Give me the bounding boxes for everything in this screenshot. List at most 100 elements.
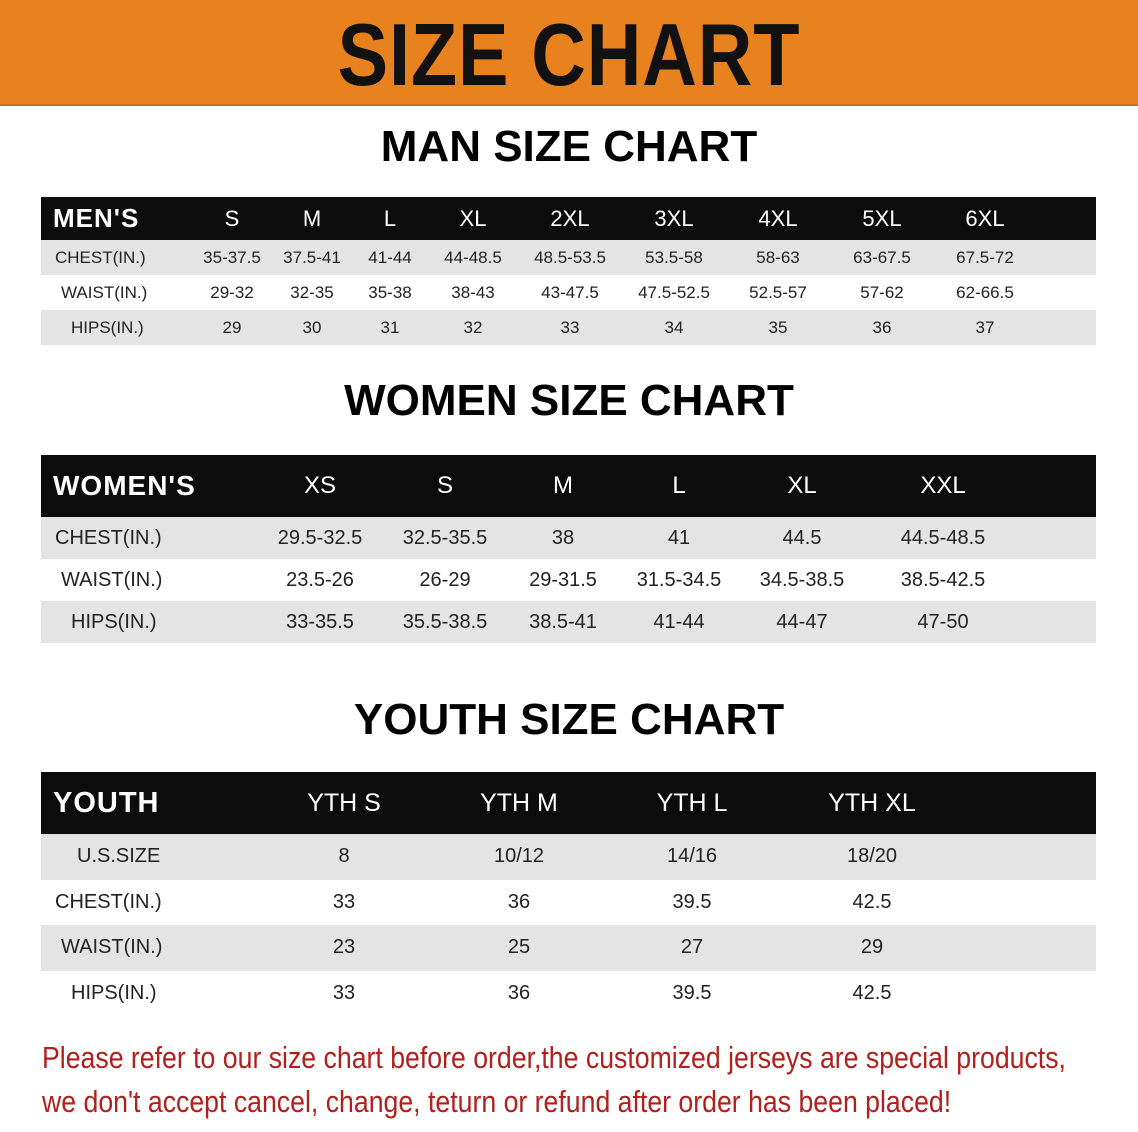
table-cell: 47-50 — [917, 610, 969, 633]
table-cell: 32.5-35.5 — [402, 526, 488, 549]
measurement-label: WAIST(IN.) — [61, 936, 163, 959]
table-row: WAIST(IN.) 23 25 27 29 — [41, 925, 1096, 971]
table-cell: 33-35.5 — [286, 610, 354, 633]
table-cell: 33 — [332, 890, 356, 913]
size-header: S — [224, 205, 240, 231]
table-cell: 37.5-41 — [283, 247, 341, 267]
banner: SIZE CHART — [0, 0, 1138, 106]
size-header: XL — [787, 472, 817, 499]
size-header: YTH S — [307, 788, 381, 817]
table-cell: 18/20 — [846, 845, 898, 868]
table-cell: 42.5 — [852, 890, 892, 913]
measurement-label: HIPS(IN.) — [71, 981, 157, 1004]
table-cell: 34 — [664, 317, 684, 337]
order-notice-line-1: Please refer to our size chart before or… — [42, 1040, 1066, 1075]
table-cell: 10/12 — [493, 845, 545, 868]
table-row: WAIST(IN.) 23.5-26 26-29 29-31.5 31.5-34.5 34… — [41, 559, 1096, 601]
table-cell: 52.5-57 — [749, 282, 807, 302]
table-cell: 38-43 — [451, 282, 495, 302]
table-cell: 58-63 — [756, 247, 800, 267]
measurement-label: HIPS(IN.) — [71, 610, 157, 633]
measurement-label: CHEST(IN.) — [55, 247, 146, 267]
measurement-label: CHEST(IN.) — [55, 526, 162, 549]
table-cell: 63-67.5 — [853, 247, 911, 267]
men-header-label: MEN'S — [53, 203, 140, 233]
banner-title: SIZE CHART — [337, 5, 801, 104]
measurement-label: CHEST(IN.) — [55, 890, 162, 913]
table-cell: 44.5 — [782, 526, 822, 549]
table-cell: 35-38 — [368, 282, 412, 302]
size-header: 5XL — [862, 205, 902, 231]
table-cell: 62-66.5 — [956, 282, 1014, 302]
size-header: L — [383, 205, 397, 231]
table-row: U.S.SIZE 8 10/12 14/16 18/20 — [41, 834, 1096, 880]
measurement-label: HIPS(IN.) — [71, 317, 144, 337]
table-cell: 35-37.5 — [203, 247, 261, 267]
size-header: M — [553, 472, 573, 499]
men-section-title: MAN SIZE CHART — [380, 122, 758, 171]
table-cell: 41 — [667, 526, 691, 549]
table-cell: 42.5 — [852, 981, 892, 1004]
measurement-label: WAIST(IN.) — [61, 282, 148, 302]
table-cell: 29 — [222, 317, 242, 337]
table-cell: 14/16 — [666, 845, 718, 868]
table-row: HIPS(IN.) 29 30 31 32 33 34 35 36 37 — [41, 310, 1096, 345]
table-cell: 43-47.5 — [541, 282, 599, 302]
women-section-title: WOMEN SIZE CHART — [344, 376, 794, 425]
size-header: YTH L — [656, 788, 728, 817]
size-header: XS — [303, 472, 336, 499]
table-cell: 38.5-41 — [529, 610, 597, 633]
table-cell: 36 — [507, 890, 531, 913]
size-header: YTH XL — [828, 788, 916, 817]
table-cell: 39.5 — [672, 890, 712, 913]
table-cell: 30 — [302, 317, 322, 337]
women-header-row: WOMEN'S XS S M L XL XXL — [41, 455, 1096, 517]
table-cell: 38.5-42.5 — [900, 568, 986, 591]
table-cell: 35.5-38.5 — [402, 610, 488, 633]
table-cell: 23.5-26 — [286, 568, 354, 591]
table-cell: 23 — [332, 936, 356, 959]
size-header: XL — [459, 205, 487, 231]
women-header-label: WOMEN'S — [53, 470, 196, 501]
order-notice: Please refer to our size chart before or… — [42, 1036, 1126, 1124]
measurement-label: WAIST(IN.) — [61, 568, 163, 591]
table-row: HIPS(IN.) 33-35.5 35.5-38.5 38.5-41 41-44 44-… — [41, 601, 1096, 643]
table-cell: 33 — [332, 981, 356, 1004]
size-header: S — [436, 472, 453, 499]
size-header: YTH M — [480, 788, 558, 817]
men-size-table: MEN'S S M L XL 2XL 3XL 4XL 5XL 6XL CHEST(IN.) 35-37… — [41, 197, 1096, 345]
size-header: 3XL — [654, 205, 694, 231]
size-header: L — [672, 472, 686, 499]
table-cell: 39.5 — [672, 981, 712, 1004]
table-cell: 67.5-72 — [956, 247, 1014, 267]
youth-header-row: YOUTH YTH S YTH M YTH L YTH XL — [41, 772, 1096, 834]
table-row: WAIST(IN.) 29-32 32-35 35-38 38-43 43-47.5 47.… — [41, 275, 1096, 310]
measurement-label: U.S.SIZE — [77, 845, 161, 868]
table-cell: 31 — [380, 317, 400, 337]
table-cell: 29-31.5 — [529, 568, 597, 591]
table-row: HIPS(IN.) 33 36 39.5 42.5 — [41, 971, 1096, 1017]
table-cell: 8 — [338, 845, 350, 868]
table-cell: 34.5-38.5 — [759, 568, 845, 591]
table-cell: 35 — [768, 317, 788, 337]
table-cell: 27 — [680, 936, 704, 959]
table-cell: 48.5-53.5 — [534, 247, 606, 267]
women-size-table: WOMEN'S XS S M L XL XXL CHEST(IN.) 29.5-32.5 32.5… — [41, 455, 1096, 643]
table-cell: 32-35 — [290, 282, 334, 302]
size-header: XXL — [920, 472, 966, 499]
men-header-row: MEN'S S M L XL 2XL 3XL 4XL 5XL 6XL — [41, 197, 1096, 240]
table-cell: 36 — [872, 317, 892, 337]
table-cell: 29-32 — [210, 282, 254, 302]
youth-header-label: YOUTH — [53, 786, 160, 819]
table-cell: 36 — [507, 981, 531, 1004]
table-cell: 53.5-58 — [645, 247, 703, 267]
table-cell: 33 — [560, 317, 580, 337]
table-cell: 37 — [975, 317, 995, 337]
table-cell: 47.5-52.5 — [638, 282, 710, 302]
table-cell: 44.5-48.5 — [900, 526, 986, 549]
table-cell: 31.5-34.5 — [636, 568, 722, 591]
table-row: CHEST(IN.) 29.5-32.5 32.5-35.5 38 41 44.5 44.5… — [41, 517, 1096, 559]
youth-section-title: YOUTH SIZE CHART — [353, 695, 785, 744]
table-cell: 29.5-32.5 — [277, 526, 363, 549]
table-row: CHEST(IN.) 35-37.5 37.5-41 41-44 44-48.5 48.5… — [41, 240, 1096, 275]
